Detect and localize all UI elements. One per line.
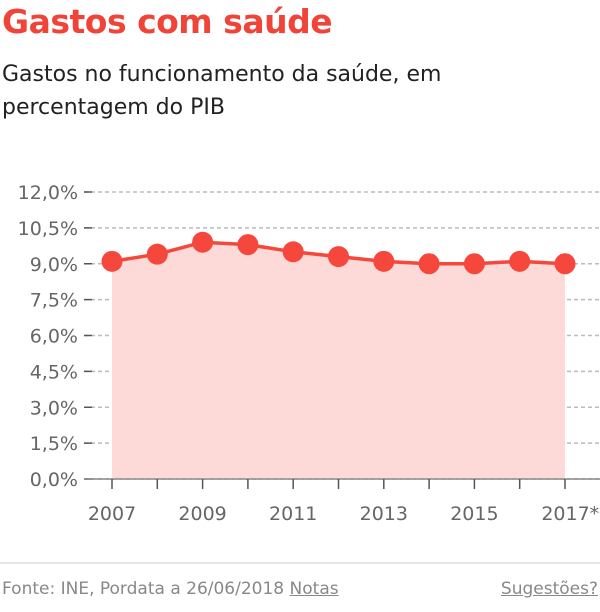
data-point — [373, 250, 395, 272]
chart-subtitle: Gastos no funcionamento da saúde, em per… — [2, 62, 442, 120]
y-tick-label: 10,5% — [18, 218, 78, 240]
y-tick-label: 9,0% — [30, 254, 78, 276]
footer-divider — [0, 562, 600, 564]
y-tick-label: 12,0% — [18, 182, 78, 204]
x-tick-label: 2017** — [541, 503, 600, 525]
data-point — [463, 253, 485, 275]
source-text: Fonte: INE, Pordata a 26/06/2018 Notas — [2, 579, 339, 599]
area-fill — [112, 242, 565, 479]
x-tick-label: 2009 — [178, 503, 226, 525]
data-point — [237, 234, 259, 256]
y-tick-label: 0,0% — [30, 469, 78, 491]
x-tick-label: 2015 — [450, 503, 498, 525]
suggestions-link[interactable]: Sugestões? — [500, 579, 598, 599]
chart-title: Gastos com saúde — [2, 2, 333, 41]
y-tick-label: 1,5% — [30, 433, 78, 455]
data-point — [554, 253, 576, 275]
notes-link[interactable]: Notas — [289, 579, 339, 599]
source-label: Fonte: INE, Pordata a 26/06/2018 — [2, 579, 285, 599]
data-point — [509, 250, 531, 272]
y-tick-label: 6,0% — [30, 326, 78, 348]
data-point — [101, 250, 123, 272]
data-point — [192, 231, 214, 253]
x-tick-label: 2011 — [269, 503, 317, 525]
x-tick-label: 2013 — [360, 503, 408, 525]
x-tick-label: 2007 — [88, 503, 136, 525]
data-point — [328, 246, 349, 268]
y-tick-label: 3,0% — [30, 397, 78, 419]
y-tick-label: 7,5% — [30, 290, 78, 312]
data-point — [418, 253, 440, 275]
data-point — [146, 243, 168, 265]
data-point — [282, 241, 304, 263]
y-tick-label: 4,5% — [30, 361, 78, 383]
chart: 0,0% 1,5% 3,0% 4,5% 6,0% 7,5% 9,0% 10,5% 12,0% 20… — [18, 182, 600, 525]
